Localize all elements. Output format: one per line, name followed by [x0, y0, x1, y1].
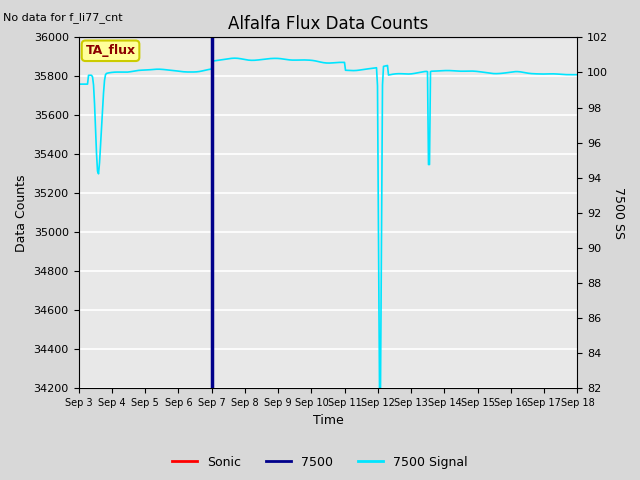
- X-axis label: Time: Time: [312, 414, 344, 427]
- Title: Alfalfa Flux Data Counts: Alfalfa Flux Data Counts: [228, 15, 428, 33]
- Text: TA_flux: TA_flux: [86, 44, 136, 57]
- Y-axis label: 7500 SS: 7500 SS: [612, 187, 625, 239]
- Y-axis label: Data Counts: Data Counts: [15, 174, 28, 252]
- Text: No data for f_li77_cnt: No data for f_li77_cnt: [3, 12, 123, 23]
- Legend: Sonic, 7500, 7500 Signal: Sonic, 7500, 7500 Signal: [167, 451, 473, 474]
